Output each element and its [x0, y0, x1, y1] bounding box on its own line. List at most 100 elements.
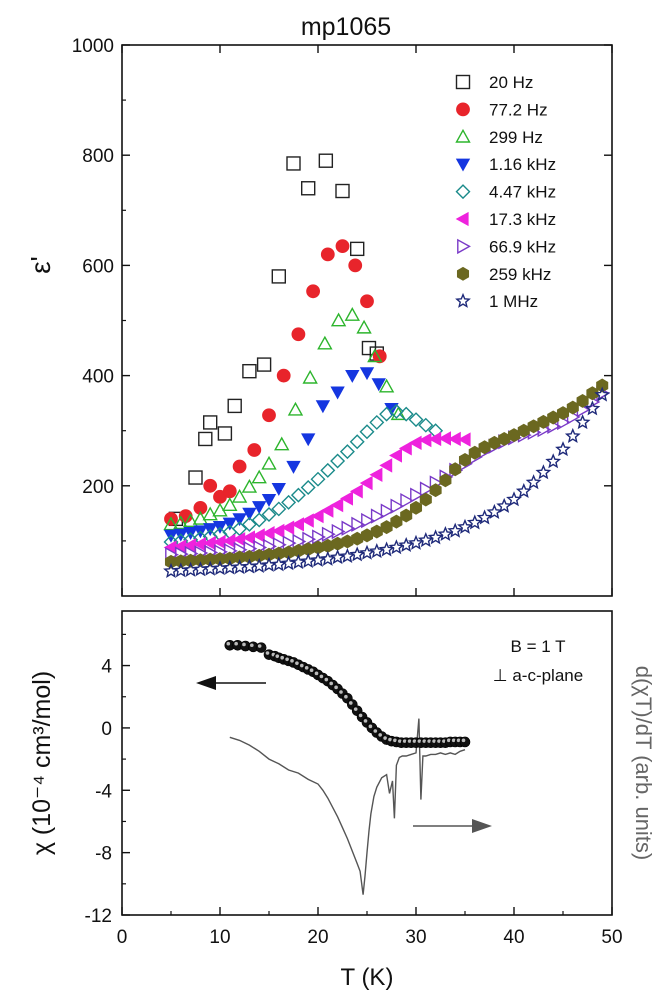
data-point	[192, 561, 209, 577]
data-point	[594, 386, 611, 402]
bottom-y-tick-label: 4	[101, 657, 112, 678]
data-point	[335, 239, 350, 254]
bottom-y-ticks: -12 -8 -4 0 4	[85, 633, 130, 927]
left-arrow	[196, 676, 266, 690]
data-point	[231, 488, 248, 503]
top-y-tick-label: 800	[82, 146, 114, 167]
legend-marker-259-khz	[456, 266, 470, 281]
data-point	[287, 401, 304, 416]
top-y-axis-label: ε'	[25, 256, 56, 274]
data-point	[286, 156, 301, 171]
data-point	[232, 513, 247, 527]
data-point	[408, 412, 424, 428]
data-point	[281, 520, 295, 535]
data-point	[202, 560, 219, 576]
data-point	[256, 357, 272, 372]
data-point	[545, 453, 562, 469]
data-point	[341, 520, 356, 536]
data-point	[555, 441, 571, 457]
data-point	[349, 484, 363, 499]
legend-marker-4-47-khz	[455, 184, 471, 200]
legend-marker-17-3-khz	[455, 211, 469, 227]
data-point	[300, 479, 316, 495]
legend-label-259-khz: 259 kHz	[489, 265, 551, 284]
top-series	[163, 153, 611, 578]
data-point	[232, 459, 247, 474]
data-point	[255, 642, 267, 653]
data-point	[359, 544, 375, 560]
orientation-annotation: ⊥ a-c-plane	[493, 666, 583, 685]
data-point	[330, 497, 344, 513]
data-point	[388, 539, 405, 555]
data-point	[290, 554, 307, 570]
data-point	[224, 639, 236, 651]
data-point	[163, 516, 179, 531]
data-point	[348, 258, 363, 273]
data-point	[291, 517, 305, 532]
legend-label-66-9-khz: 66.9 kHz	[489, 237, 556, 256]
data-point	[306, 284, 321, 299]
data-point	[300, 513, 314, 528]
data-point	[335, 183, 350, 199]
data-point	[369, 467, 383, 482]
legend-marker-299-hz	[455, 128, 471, 143]
data-point	[310, 551, 326, 567]
data-point	[182, 561, 199, 577]
data-point	[378, 378, 395, 393]
data-point	[389, 448, 403, 463]
data-point	[398, 406, 414, 422]
data-point	[290, 487, 306, 503]
data-point	[241, 516, 257, 532]
data-point	[222, 533, 236, 549]
data-point	[476, 509, 493, 525]
data-point	[221, 559, 238, 575]
legend: 20 Hz 77.2 Hz 299 Hz 1.16 kHz 4.47 kHz 17.3 k…	[455, 73, 556, 311]
data-point	[274, 436, 290, 451]
data-point	[271, 482, 286, 496]
data-point	[251, 512, 267, 528]
data-point	[361, 512, 375, 529]
data-point	[400, 492, 415, 509]
data-point	[222, 484, 237, 499]
data-point	[378, 541, 395, 557]
data-point	[359, 424, 375, 440]
legend-label-299-hz: 299 Hz	[489, 128, 543, 147]
data-point	[574, 414, 591, 430]
bottom-y-tick-label: -4	[95, 781, 112, 802]
top-y-tick-label: 400	[82, 367, 114, 388]
data-point	[231, 559, 248, 575]
series-1-16-khz	[163, 367, 399, 543]
data-point	[398, 536, 415, 553]
data-point	[192, 510, 209, 525]
data-point	[300, 552, 317, 569]
data-point	[203, 478, 218, 493]
data-point	[379, 458, 393, 473]
series-1-mhz	[163, 386, 611, 578]
data-point	[525, 474, 542, 490]
data-point	[417, 532, 434, 548]
data-point	[320, 462, 336, 478]
data-point	[356, 319, 372, 334]
bottom-x-tick-label: 30	[405, 927, 426, 948]
legend-marker-1-16-khz	[455, 158, 471, 172]
data-point	[457, 432, 471, 447]
data-point	[349, 434, 365, 450]
bottom-plot-frame	[121, 610, 613, 916]
top-y-ticks: 200 400 600 800 1000	[72, 36, 612, 542]
data-point	[291, 327, 306, 342]
data-point	[410, 487, 424, 503]
legend-marker-1-mhz	[455, 292, 471, 308]
data-point	[251, 469, 267, 484]
data-point	[302, 531, 317, 547]
data-point	[261, 556, 277, 572]
data-point	[173, 515, 189, 530]
data-point	[241, 478, 258, 493]
data-point	[227, 398, 242, 414]
bottom-x-tick-label: 40	[503, 927, 524, 948]
data-point	[515, 482, 532, 499]
data-point	[330, 386, 345, 400]
legend-label-4-47-khz: 4.47 kHz	[489, 183, 556, 202]
data-point	[390, 498, 405, 514]
